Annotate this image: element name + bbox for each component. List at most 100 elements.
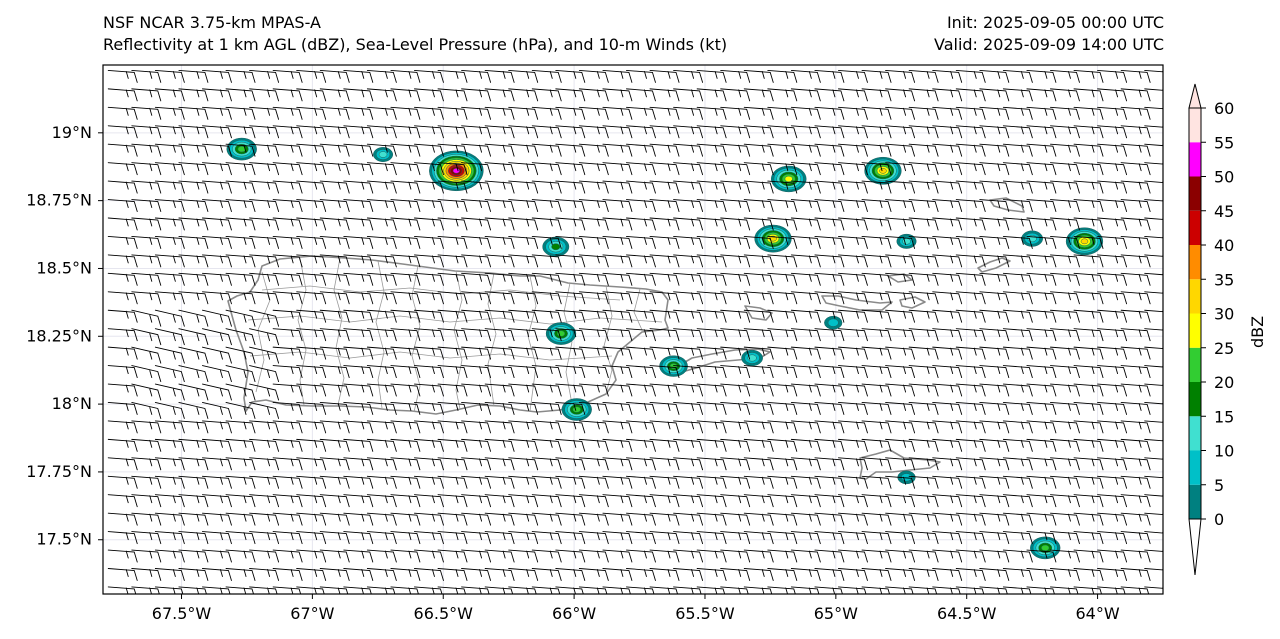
wind-barb — [696, 272, 727, 286]
wind-barb — [390, 69, 421, 83]
wind-barb — [1002, 475, 1033, 489]
wind-barb — [461, 309, 492, 323]
reflectivity-cell — [545, 322, 577, 345]
axis-ticks: 67.5°W 67°W 66.5°W 66°W 65.5°W 65°W 64.5°W 64°W… — [26, 123, 1120, 623]
wind-barb — [131, 346, 162, 364]
wind-barb — [602, 125, 633, 139]
wind-barb — [296, 328, 327, 342]
wind-barb — [979, 383, 1010, 397]
wind-barb — [932, 383, 963, 397]
wind-barb — [720, 420, 751, 434]
wind-barb — [838, 438, 868, 452]
wind-barb — [319, 365, 350, 379]
wind-barb — [414, 180, 444, 194]
reflectivity-cell — [896, 233, 917, 249]
wind-barb — [767, 494, 798, 508]
wind-barb — [366, 383, 397, 397]
wind-barb — [202, 272, 232, 286]
wind-barb — [343, 236, 374, 249]
wind-barb — [720, 254, 751, 268]
wind-barb — [720, 143, 751, 157]
wind-barb — [343, 475, 374, 489]
wind-barb — [1073, 457, 1104, 471]
wind-barb — [861, 291, 892, 305]
wind-barb — [484, 365, 515, 379]
wind-barb — [343, 420, 374, 434]
wind-barb — [1050, 420, 1080, 434]
wind-barb — [1050, 180, 1080, 194]
reflectivity-contour — [572, 406, 581, 413]
wind-barb — [578, 291, 609, 305]
wind-barb — [743, 328, 774, 342]
wind-barb — [414, 383, 444, 397]
wind-barb — [649, 457, 680, 471]
wind-barb — [249, 438, 280, 452]
wind-barb — [578, 217, 609, 231]
wind-barb — [319, 402, 350, 415]
wind-barb — [202, 143, 232, 157]
wind-barb — [885, 475, 916, 489]
municipal-boundary — [249, 351, 613, 361]
wind-barb — [225, 383, 256, 401]
wind-barb — [296, 162, 327, 176]
wind-barb — [1144, 199, 1163, 204]
colorbar-segment — [1189, 450, 1201, 485]
wind-barb — [885, 328, 916, 342]
wind-barb — [508, 254, 539, 268]
wind-barb — [1073, 549, 1104, 563]
wind-barb — [343, 402, 374, 415]
wind-barb — [814, 272, 845, 286]
wind-barb — [1144, 346, 1163, 351]
wind-barb — [319, 143, 350, 157]
wind-barb — [1026, 254, 1057, 268]
wind-barb — [366, 236, 397, 249]
wind-barb — [1050, 494, 1080, 508]
wind-barb — [296, 125, 327, 139]
wind-barb — [626, 475, 656, 489]
wind-barb — [508, 402, 539, 415]
wind-barb — [390, 402, 421, 415]
wind-barb — [861, 346, 892, 360]
wind-barb — [908, 162, 939, 176]
colorbar-segment — [1189, 245, 1201, 280]
wind-barb — [814, 328, 845, 342]
wind-barb — [437, 217, 468, 231]
wind-barb — [319, 272, 350, 286]
wind-barb — [202, 512, 232, 526]
wind-barb — [861, 199, 892, 213]
wind-barb — [508, 328, 539, 342]
wind-barb — [272, 420, 303, 434]
wind-barb — [1050, 217, 1080, 231]
wind-barb — [814, 420, 845, 434]
wind-barb — [885, 383, 916, 397]
wind-barb — [1026, 402, 1057, 415]
wind-barb — [249, 420, 280, 434]
wind-barb — [437, 402, 468, 415]
wind-barb — [508, 438, 539, 452]
wind-barb — [225, 309, 256, 327]
wind-barb — [249, 383, 280, 401]
wind-barb — [885, 365, 916, 379]
wind-barb — [319, 106, 350, 120]
wind-barb — [696, 88, 727, 102]
wind-barb — [178, 236, 209, 249]
wind-barb — [202, 568, 232, 581]
wind-barb — [131, 88, 162, 102]
wind-barb — [696, 125, 727, 139]
wind-barb — [743, 125, 774, 139]
wind-barb — [1050, 512, 1080, 526]
wind-barb — [838, 494, 868, 508]
wind-barb — [979, 254, 1010, 268]
wind-barb — [673, 236, 704, 249]
reflectivity-cell — [824, 315, 843, 330]
wind-barb — [461, 162, 492, 176]
wind-barb — [178, 475, 209, 489]
wind-barb — [626, 383, 656, 397]
wind-barb — [1026, 69, 1057, 83]
wind-barb — [484, 291, 515, 305]
wind-barb — [531, 494, 562, 508]
wind-barb — [249, 309, 280, 327]
wind-barb — [461, 199, 492, 213]
wind-barb — [366, 180, 397, 194]
wind-barb — [838, 568, 868, 581]
